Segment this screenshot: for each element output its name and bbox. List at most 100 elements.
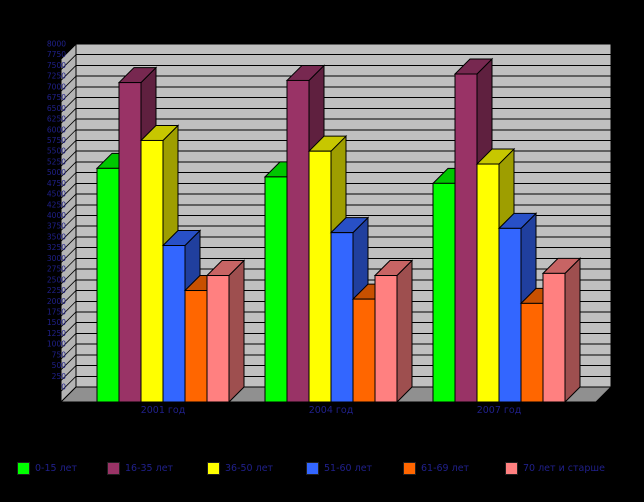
side-wall-tick [60,236,77,253]
bar-s2-c1 [308,150,332,403]
bar-side-s5-c2 [564,257,581,404]
bar-s4-c0 [184,290,208,403]
bar-s1-c1 [286,79,310,403]
side-wall-tick [60,290,77,306]
y-tick-label: 3250 [47,243,66,252]
legend-label: 0-15 лет [35,462,78,474]
y-tick-label: 750 [52,350,67,359]
y-tick-label: 5750 [47,136,66,145]
side-wall-tick [60,279,77,296]
legend-item-3: 51-60 лет [306,459,372,477]
legend-label: 51-60 лет [324,462,373,474]
side-wall-tick [60,215,77,231]
legend-label: 16-35 лет [125,462,174,474]
side-wall-tick [60,172,77,188]
side-wall-tick [60,129,77,146]
legend-swatch [17,461,30,475]
y-tick-label: 1000 [47,340,66,349]
legend-item-4: 61-69 лет [403,459,469,477]
legend-item-2: 36-50 лет [207,459,273,477]
legend-item-5: 70 лет и старше [505,459,605,477]
y-tick-label: 2000 [47,297,66,306]
side-wall-tick [60,161,77,178]
legend-item-0: 0-15 лет [17,459,77,477]
y-tick-label: 2250 [47,286,66,295]
side-wall-tick [60,343,77,360]
y-tick-label: 2500 [47,275,66,284]
bar-s3-c0 [162,245,186,403]
bar-s4-c1 [352,298,376,403]
bar-s2-c2 [476,163,500,403]
side-wall-tick [60,150,77,167]
y-tick-label: 4500 [47,190,66,199]
y-tick-label: 7000 [47,82,66,91]
legend-swatch [207,461,220,475]
side-wall-tick [60,311,77,328]
bar-side-s5-c0 [228,259,245,404]
y-tick-label: 500 [52,361,67,370]
y-tick-label: 4750 [47,179,66,188]
bar-s0-c2 [432,182,456,403]
bar-s5-c1 [374,275,398,403]
legend: 0-15 лет 16-35 лет 36-50 лет 51-60 лет 61-69… [0,459,644,483]
y-tick-label: 1750 [47,307,66,316]
y-tick-label: 6500 [47,104,66,113]
side-wall-tick [60,375,77,392]
side-wall-tick [60,65,77,81]
side-wall-tick [60,75,77,92]
y-tick-label: 4250 [47,200,66,209]
side-wall-tick [60,258,77,274]
y-tick-label: 6250 [47,115,66,124]
legend-label: 70 лет и старше [523,462,605,474]
bar-s5-c0 [206,275,230,403]
legend-label: 61-69 лет [421,462,470,474]
x-category-label: 2004 год [309,405,354,416]
bar-s0-c1 [264,176,288,403]
y-tick-label: 1500 [47,318,66,327]
bar-s2-c0 [140,139,164,403]
legend-swatch [505,461,518,475]
side-wall-tick [60,354,77,371]
y-tick-label: 3000 [47,254,66,263]
y-tick-label: 6750 [47,93,66,102]
bar-s1-c0 [118,82,142,403]
side-wall-tick [60,54,77,71]
legend-item-1: 16-35 лет [107,459,173,477]
side-wall-tick [60,108,77,124]
side-wall-tick [60,43,77,60]
side-wall-tick [60,97,77,113]
bar-s4-c2 [520,302,544,403]
y-tick-label: 3750 [47,222,66,231]
y-tick-label: 3500 [47,232,66,241]
x-category-label: 2007 год [477,405,522,416]
y-tick-label: 2750 [47,265,66,274]
y-tick-label: 6000 [47,125,66,134]
y-tick-label: 5500 [47,147,66,156]
legend-swatch [306,461,319,475]
bar-s1-c2 [454,73,478,403]
bar-s3-c1 [330,232,354,403]
side-wall-tick [60,268,77,285]
bar-s5-c2 [542,272,566,403]
side-wall-tick [60,193,77,210]
side-wall-tick [60,183,77,199]
side-wall-tick [60,322,77,338]
side-wall-tick [60,300,77,317]
y-tick-label: 4000 [47,211,66,220]
side-wall-tick [60,86,77,103]
side-wall-tick [60,365,77,381]
y-tick-label: 8000 [47,40,66,49]
legend-swatch [107,461,120,475]
side-wall-tick [60,247,77,263]
y-tick-label: 5000 [47,168,66,177]
side-wall-tick [60,118,77,135]
side-wall-tick [60,204,77,221]
y-tick-label: 5250 [47,157,66,166]
bar-side-s5-c1 [396,259,413,404]
bar-s3-c2 [498,227,522,403]
y-tick-label: 250 [52,372,67,381]
bar-s0-c0 [96,167,120,403]
y-tick-label: 1250 [47,329,66,338]
y-tick-label: 0 [61,383,66,392]
